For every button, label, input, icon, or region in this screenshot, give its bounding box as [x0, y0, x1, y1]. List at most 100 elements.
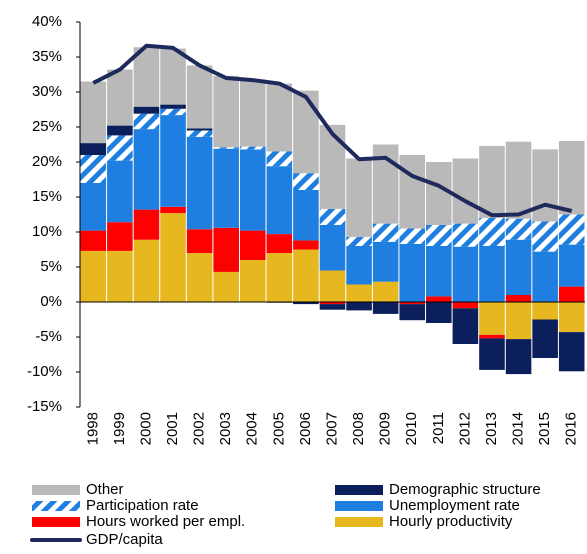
bar-segment: [479, 302, 505, 335]
legend-label: Hourly productivity: [389, 513, 513, 530]
y-tick-label: 35%: [32, 48, 62, 65]
bar-segment: [133, 129, 160, 210]
legend-swatch: [335, 485, 383, 495]
bar-segment: [426, 162, 452, 225]
bar-segment: [399, 155, 426, 229]
bar-segment: [160, 108, 186, 116]
bar-segment: [239, 146, 266, 150]
bar-segment: [319, 302, 346, 305]
y-tick-label: -15%: [27, 398, 62, 415]
bar-segment: [319, 208, 346, 225]
x-tick-label: 2012: [456, 412, 473, 445]
bar-segment: [346, 236, 372, 246]
bar-segment: [186, 65, 213, 129]
bar-segment: [186, 136, 213, 230]
bar-segment: [186, 128, 213, 131]
bar-segment: [558, 141, 585, 215]
bar-segment: [319, 124, 346, 209]
x-tick-label: 2015: [536, 412, 553, 445]
y-tick-label: 5%: [40, 258, 62, 275]
legend-swatch: [335, 501, 383, 511]
bar-segment: [426, 302, 452, 323]
bar-segment: [558, 214, 585, 245]
bar-segment: [479, 218, 505, 246]
x-tick-label: 2011: [430, 412, 447, 444]
bar-segment: [213, 148, 239, 228]
x-tick-label: 2004: [244, 412, 261, 445]
bar-segment: [532, 149, 558, 222]
bar-segment: [133, 106, 160, 114]
bar-segment: [160, 213, 186, 302]
bar-segment: [107, 135, 133, 161]
x-tick-label: 2000: [137, 412, 154, 445]
bar-segment: [372, 223, 399, 242]
x-tick-label: 2005: [270, 412, 287, 445]
bar-segment: [107, 125, 133, 136]
bar-segment: [426, 296, 452, 302]
bar-segment: [532, 251, 558, 302]
gdp-line: [92, 43, 573, 218]
bar-segment: [372, 281, 399, 302]
legend-label: Hours worked per empl.: [86, 513, 245, 530]
x-tick-label: 2001: [164, 412, 181, 445]
x-tick-label: 2014: [510, 412, 527, 445]
bar-segment: [426, 246, 452, 297]
bar-segment: [213, 75, 239, 148]
bar-segment: [452, 223, 479, 247]
bar-segment: [293, 249, 319, 302]
bar-segment: [399, 243, 426, 302]
bar-segment: [133, 239, 160, 302]
bar-segment: [133, 113, 160, 130]
bar-segment: [213, 147, 239, 149]
bar-segment: [399, 302, 426, 305]
x-tick-label: 1999: [111, 412, 128, 445]
bar-segment: [319, 304, 346, 310]
y-tick-label: -5%: [35, 328, 62, 345]
bar-segment: [558, 286, 585, 302]
bar-segment: [532, 302, 558, 320]
bar-segment: [107, 222, 133, 251]
bar-segment: [505, 218, 532, 240]
bar-segment: [186, 130, 213, 137]
bar-segment: [558, 244, 585, 287]
bar-segment: [479, 334, 505, 339]
y-tick-label: 40%: [32, 13, 62, 30]
bar-segment: [505, 239, 532, 295]
bar-segment: [558, 332, 585, 372]
bar-segment: [293, 173, 319, 190]
bar-segment: [505, 141, 532, 219]
legend-swatch: [335, 517, 383, 527]
legend-label: GDP/capita: [86, 531, 163, 548]
x-tick-label: 2003: [217, 412, 234, 445]
bar-segment: [372, 302, 399, 314]
x-tick-label: 2010: [403, 412, 420, 445]
bar-segment: [80, 155, 107, 183]
bar-segment: [558, 302, 585, 333]
bar-segment: [186, 229, 213, 253]
bar-segment: [319, 225, 346, 271]
bar-segment: [80, 143, 107, 155]
bar-segment: [160, 104, 186, 109]
x-tick-label: 2007: [323, 412, 340, 445]
bar-segment: [266, 151, 293, 167]
bar-segment: [426, 225, 452, 246]
bar-segment: [452, 302, 479, 309]
x-tick-label: 2009: [377, 412, 394, 445]
bar-segment: [372, 241, 399, 282]
legend-label: Participation rate: [86, 497, 199, 514]
bar-segment: [293, 302, 319, 305]
bar-segment: [505, 339, 532, 375]
bar-segment: [266, 83, 293, 152]
legend-label: Unemployment rate: [389, 497, 520, 514]
bar-segment: [346, 246, 372, 285]
bar-segment: [80, 183, 107, 231]
x-tick-label: 1998: [84, 412, 101, 445]
x-tick-label: 2013: [483, 412, 500, 445]
x-tick-label: 2016: [563, 412, 580, 445]
legend-swatch: [32, 485, 80, 495]
bar-segment: [107, 160, 133, 223]
bar-segment: [293, 240, 319, 250]
bar-segment: [399, 304, 426, 321]
bar-segment: [293, 90, 319, 174]
